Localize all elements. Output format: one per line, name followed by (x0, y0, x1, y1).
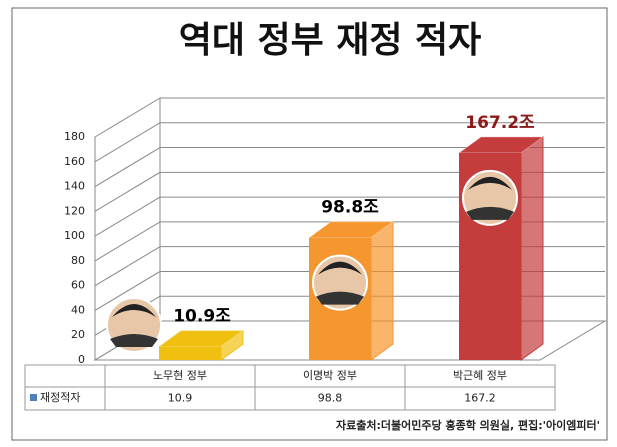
y-tick-label: 100 (64, 229, 85, 242)
y-tick-label: 80 (71, 254, 85, 267)
grid-line (94, 221, 161, 262)
portrait-hair (318, 261, 362, 275)
source-note: 자료출처:더불어민주당 홍종학 의원실, 편집:'아이엠피터' (336, 418, 600, 432)
grid-line (94, 246, 161, 287)
portrait-suit (316, 291, 364, 305)
grid-line (94, 196, 161, 237)
y-tick-label: 60 (71, 279, 85, 292)
grid-line (94, 271, 161, 311)
grid-line (94, 147, 161, 187)
y-tick-label: 140 (64, 180, 85, 193)
portrait-suit (110, 334, 158, 347)
y-tick-label: 40 (71, 303, 85, 316)
portrait-suit (466, 206, 514, 220)
y-tick-label: 120 (64, 204, 85, 217)
bar-side-shade (371, 222, 393, 344)
table-value: 10.9 (168, 392, 193, 405)
grid-line (94, 122, 161, 163)
x-tick-label: 이명박 정부 (303, 369, 357, 382)
value-label: 10.9조 (173, 306, 231, 326)
legend-label: 재정적자 (40, 391, 80, 404)
y-tick-label: 180 (64, 130, 85, 143)
x-tick-label: 박근혜 정부 (453, 369, 507, 382)
value-label: 98.8조 (321, 198, 379, 218)
table-value: 167.2 (464, 392, 496, 405)
grid-line (94, 97, 161, 138)
legend-swatch (30, 394, 37, 401)
chart-title: 역대 정부 재정 적자 (179, 20, 482, 61)
grid-line (94, 171, 161, 212)
y-tick-label: 160 (64, 155, 85, 168)
table-value: 98.8 (318, 392, 343, 405)
value-label: 167.2조 (465, 113, 535, 133)
y-tick-label: 0 (78, 353, 85, 366)
portrait-hair (112, 304, 156, 317)
x-tick-label: 노무현 정부 (153, 369, 207, 382)
bar (159, 346, 221, 360)
bar-side-shade (521, 137, 543, 344)
portrait-hair (468, 176, 512, 190)
y-tick-label: 20 (71, 328, 85, 341)
